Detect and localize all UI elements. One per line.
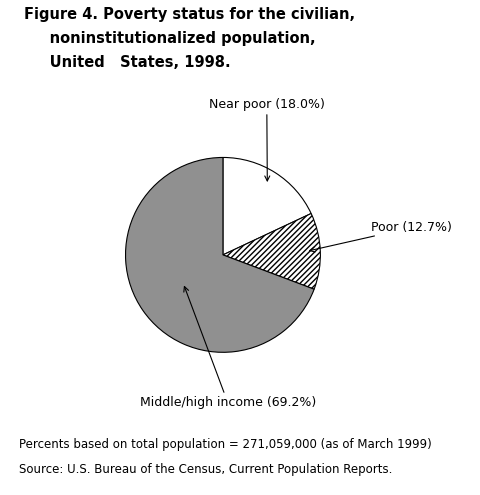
Text: Figure 4. Poverty status for the civilian,: Figure 4. Poverty status for the civilia… [24, 7, 355, 22]
Text: noninstitutionalized population,: noninstitutionalized population, [24, 31, 316, 46]
Wedge shape [223, 213, 320, 289]
Text: Middle/high income (69.2%): Middle/high income (69.2%) [140, 287, 316, 409]
Text: Percents based on total population = 271,059,000 (as of March 1999): Percents based on total population = 271… [19, 438, 432, 451]
Wedge shape [126, 157, 314, 352]
Text: Poor (12.7%): Poor (12.7%) [310, 221, 452, 252]
Wedge shape [223, 157, 311, 255]
Text: Source: U.S. Bureau of the Census, Current Population Reports.: Source: U.S. Bureau of the Census, Curre… [19, 463, 393, 476]
Text: Near poor (18.0%): Near poor (18.0%) [209, 98, 325, 181]
Text: United   States, 1998.: United States, 1998. [24, 55, 230, 70]
